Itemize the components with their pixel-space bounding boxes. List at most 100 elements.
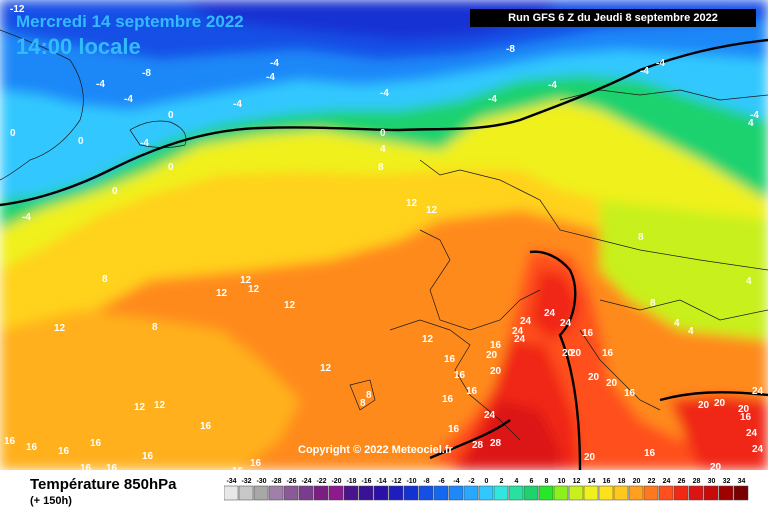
isotherm-value-label: 20 — [710, 462, 722, 470]
isotherm-value-label: 0 — [168, 110, 174, 121]
isotherm-value-label: 16 — [4, 436, 16, 447]
scale-color-swatch — [553, 485, 569, 501]
map-subtitle: (+ 150h) — [30, 495, 72, 507]
map-title: Température 850hPa — [30, 476, 177, 493]
scale-tick-label: -22 — [316, 478, 326, 485]
scale-color-swatch — [643, 485, 659, 501]
scale-tick-label: 12 — [573, 478, 581, 485]
isotherm-value-label: 16 — [490, 340, 502, 351]
isotherm-value-label: 12 — [422, 334, 434, 345]
isotherm-value-label: 16 — [58, 446, 70, 457]
isotherm-value-label: 20 — [714, 398, 726, 409]
scale-color-swatch — [583, 485, 599, 501]
isotherm-value-label: 12 — [216, 288, 228, 299]
isotherm-value-label: 16 — [582, 328, 594, 339]
isotherm-value-label: 16 — [740, 412, 752, 423]
scale-tick-label: 24 — [663, 478, 671, 485]
isotherm-value-label: 8 — [638, 232, 644, 243]
isotherm-value-label: 12 — [248, 284, 260, 295]
scale-color-swatch — [283, 485, 299, 501]
scale-tick-label: -28 — [271, 478, 281, 485]
isotherm-value-label: 12 — [134, 402, 146, 413]
scale-color-swatch — [268, 485, 284, 501]
isotherm-value-label: 16 — [644, 448, 656, 459]
scale-tick-label: -6 — [438, 478, 444, 485]
isotherm-contours — [0, 38, 768, 470]
isotherm-value-label: -4 — [488, 94, 497, 105]
isotherm-value-label: 16 — [232, 466, 244, 470]
scale-color-swatch — [253, 485, 269, 501]
isotherm-value-label: 24 — [746, 428, 758, 439]
isotherm-value-label: 0 — [168, 162, 174, 173]
scale-color-swatch — [238, 485, 254, 501]
isotherm-value-label: 24 — [514, 334, 526, 345]
scale-color-swatch — [448, 485, 464, 501]
scale-tick-label: 28 — [693, 478, 701, 485]
scale-tick-label: 32 — [723, 478, 731, 485]
isotherm-value-label: 8 — [650, 298, 656, 309]
isotherm-value-label: 4 — [674, 318, 680, 329]
isotherm-value-label: 12 — [426, 205, 438, 216]
isotherm-value-label: 16 — [444, 354, 456, 365]
scale-tick-label: 2 — [500, 478, 504, 485]
scale-tick-label: -24 — [301, 478, 311, 485]
isotherm-value-label: 16 — [200, 421, 212, 432]
scale-tick-label: -12 — [391, 478, 401, 485]
isotherm-value-label: 24 — [560, 318, 572, 329]
scale-tick-label: 30 — [708, 478, 716, 485]
isotherm-value-label: 8 — [102, 274, 108, 285]
scale-tick-label: 6 — [530, 478, 534, 485]
scale-tick-label: -30 — [256, 478, 266, 485]
isotherm-value-label: 8 — [360, 398, 366, 409]
scale-tick-label: -8 — [423, 478, 429, 485]
scale-tick-label: -2 — [468, 478, 474, 485]
isotherm-value-label: 20 — [570, 348, 582, 359]
isotherm-value-label: -4 — [270, 58, 279, 69]
isotherm-value-label: 24 — [484, 410, 496, 421]
isotherm-value-label: 16 — [142, 451, 154, 462]
isotherm-value-label: -8 — [506, 44, 515, 55]
scale-tick-label: 16 — [603, 478, 611, 485]
scale-tick-label: 0 — [485, 478, 489, 485]
isotherm-value-label: 4 — [748, 118, 754, 129]
isotherm-value-label: 16 — [466, 386, 478, 397]
isotherm-value-label: -4 — [140, 138, 149, 149]
scale-tick-label: 14 — [588, 478, 596, 485]
scale-tick-label: -16 — [361, 478, 371, 485]
isotherm-value-label: 24 — [752, 444, 764, 455]
isotherm-value-label: 24 — [520, 316, 532, 327]
scale-color-swatch — [463, 485, 479, 501]
isotherm-value-label: 16 — [80, 463, 92, 470]
isotherm-value-label: 8 — [152, 322, 158, 333]
isotherm-value-label: 12 — [284, 300, 296, 311]
scale-color-swatch — [508, 485, 524, 501]
scale-color-swatch — [523, 485, 539, 501]
isotherm-value-label: -4 — [96, 79, 105, 90]
isotherm-value-label: 20 — [588, 372, 600, 383]
isotherm-value-label: 0 — [10, 128, 16, 139]
copyright-notice: Copyright © 2022 Meteociel.fr — [298, 444, 453, 456]
isotherm-value-label: 16 — [624, 388, 636, 399]
isotherm-value-label: -4 — [124, 94, 133, 105]
isotherm-value-label: 12 — [240, 275, 252, 286]
legend-bar: Température 850hPa (+ 150h) -34 -32 -30 -28… — [0, 470, 768, 512]
scale-tick-label: -32 — [241, 478, 251, 485]
isotherm-value-label: 24 — [752, 386, 764, 397]
scale-color-swatch — [298, 485, 314, 501]
scale-tick-label: -34 — [226, 478, 236, 485]
scale-color-swatch — [493, 485, 509, 501]
scale-tick-label: -20 — [331, 478, 341, 485]
scale-color-swatch — [568, 485, 584, 501]
scale-color-swatch — [718, 485, 734, 501]
isotherm-value-label: 0 — [380, 128, 386, 139]
isotherm-value-label: 24 — [512, 326, 524, 337]
scale-tick-label: -18 — [346, 478, 356, 485]
isotherm-value-label: 16 — [602, 348, 614, 359]
isotherm-value-label: 0 — [112, 186, 118, 197]
model-run-info: Run GFS 6 Z du Jeudi 8 septembre 2022 — [470, 9, 756, 27]
isotherm-value-label: 28 — [490, 438, 502, 449]
scale-tick-label: 34 — [738, 478, 746, 485]
isotherm-value-label: 20 — [606, 378, 618, 389]
isotherm-value-label: -4 — [233, 99, 242, 110]
